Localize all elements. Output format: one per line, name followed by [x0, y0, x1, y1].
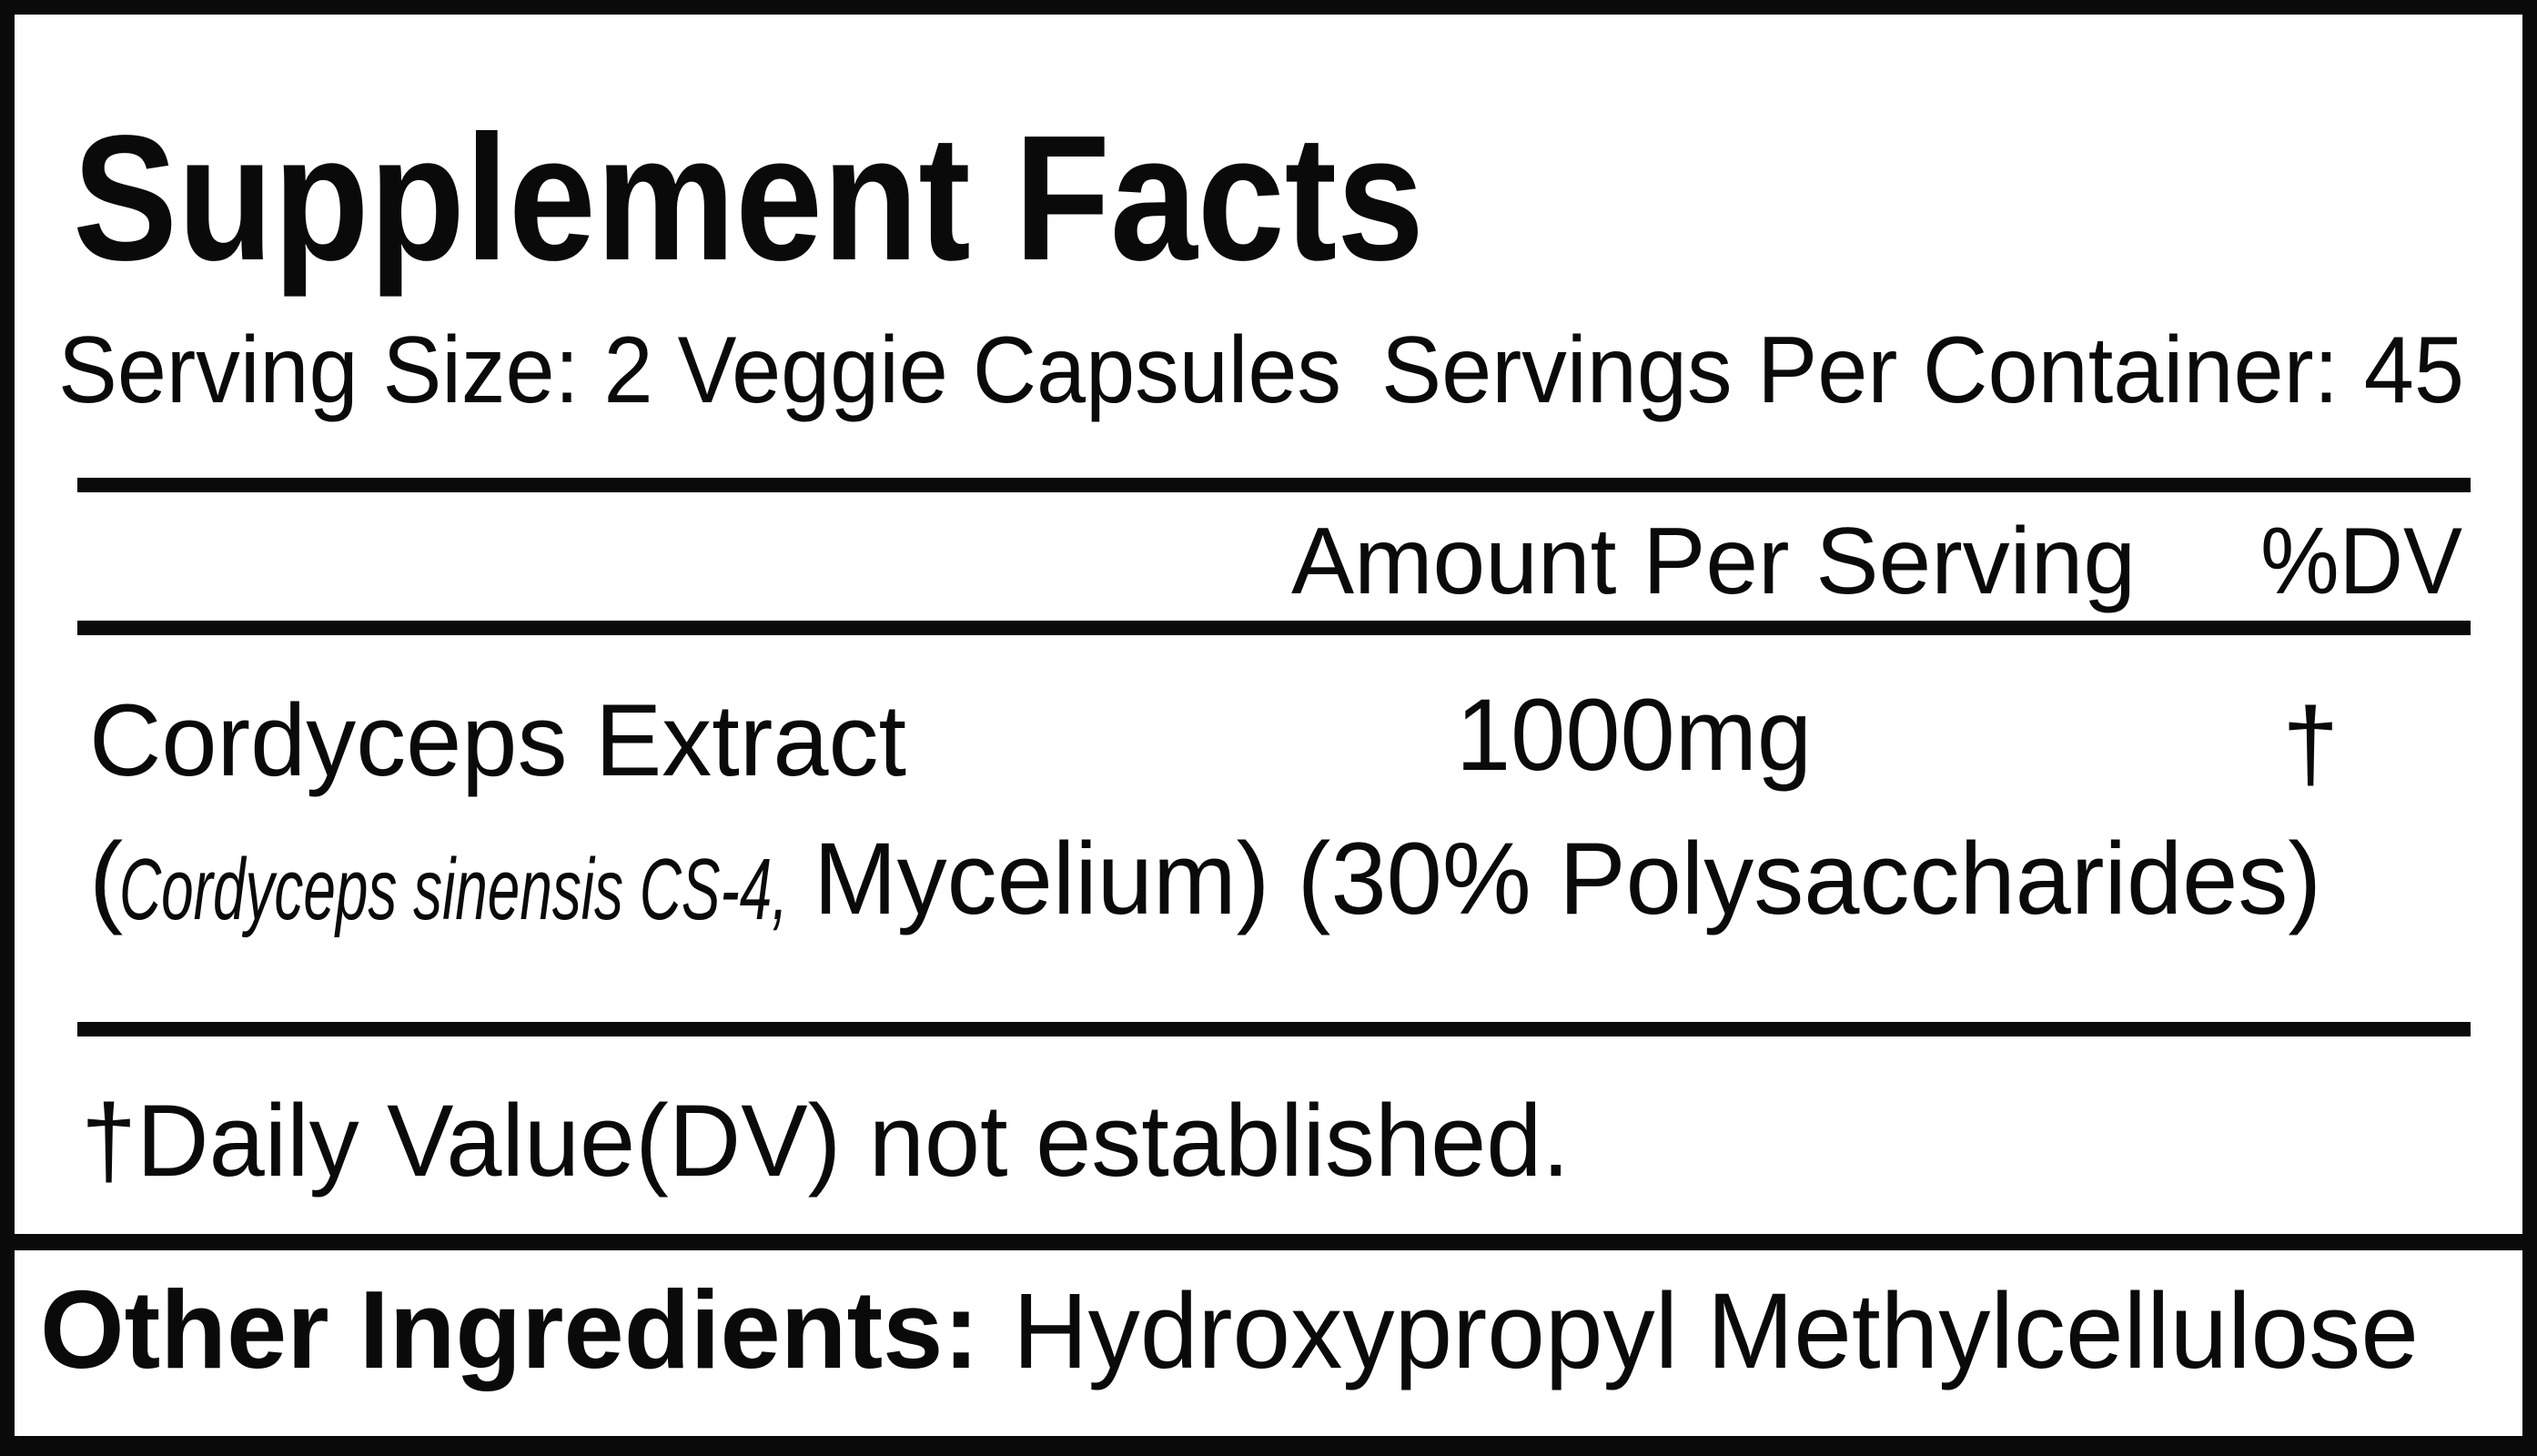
ingredient-detail: Mycelium) (30% Polysaccharides) — [814, 822, 2321, 935]
ingredient-name: Cordyceps Extract — [89, 683, 906, 797]
serving-size: Serving Size: 2 Veggie Capsules — [58, 318, 1341, 423]
label-title: Supplement Facts — [73, 98, 1424, 298]
divider-top — [77, 478, 2471, 492]
amount-per-serving-header: Amount Per Serving — [1291, 509, 2136, 614]
divider-header — [77, 621, 2471, 635]
ingredient-amount: 1000mg — [1456, 678, 1812, 792]
servings-per-container: Servings Per Container: 45 — [1381, 318, 2464, 423]
dv-header: %DV — [2260, 509, 2462, 614]
divider-bottom — [77, 1022, 2471, 1036]
other-ingredients-label: Other Ingredients: — [40, 1268, 979, 1391]
ingredient-species: Cordyceps sinensis CS-4, — [119, 841, 788, 938]
footnote: †Daily Value(DV) not established. — [81, 1084, 1570, 1198]
ingredient-dv: † — [2282, 687, 2340, 801]
other-ingredients-value: Hydroxypropyl Methylcellulose — [1013, 1271, 2419, 1391]
divider-other-ingredients — [13, 1234, 2524, 1250]
ingredient-open-paren: ( — [89, 822, 124, 935]
